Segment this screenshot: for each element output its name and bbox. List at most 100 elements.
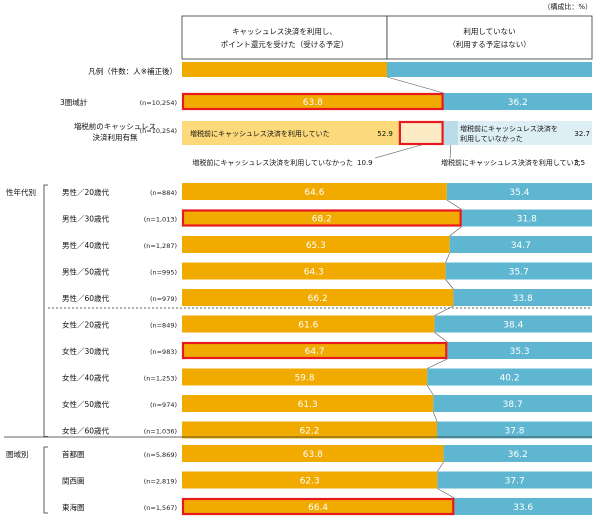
group-2-row-3-bar-series-2: [454, 498, 592, 515]
group-1-row-5-n: (n=979): [150, 295, 177, 303]
group-2-bracket: [43, 446, 48, 514]
group-1-row-7-highlight-box: [181, 341, 448, 360]
group-1-row-6-value-series-1: 61.6: [298, 321, 318, 331]
group-1-row-8-label: 女性／40歳代: [62, 373, 110, 383]
group-2-row-1-value-series-1: 63.8: [303, 450, 323, 460]
group-1-row-1-n: (n=884): [150, 189, 177, 197]
group-1-row-1-value-series-1: 64.6: [304, 188, 324, 198]
group-1-row-5-label: 男性／60歳代: [62, 293, 110, 303]
prior-segment-3: [457, 121, 592, 145]
header-series-2-line1: 利用していない: [463, 26, 515, 36]
connector-group-1-row-10: [433, 411, 438, 422]
connector-group-1-row-8: [427, 358, 448, 369]
group-1-row-10-n: (n=1,036): [144, 428, 177, 436]
group-1-row-3-n: (n=1,287): [144, 242, 177, 250]
group-1-row-5-bar-series-2: [453, 289, 592, 306]
header-box-series-1: [181, 15, 388, 60]
group-1-row-10-value-series-2: 37.8: [504, 427, 524, 437]
group-2-row-2-bar-series-2: [437, 471, 592, 489]
group-2-row-3-value-series-2: 33.6: [513, 503, 533, 513]
group-1-row-6-value-series-2: 38.4: [503, 321, 523, 331]
group-1-row-9-n: (n=974): [150, 401, 177, 409]
group-1-title: 性年代別: [6, 187, 36, 197]
group-1-row-2-bar-series-2: [461, 209, 592, 227]
prior-row-n: (n=10,254): [140, 127, 177, 135]
connector-group-2-row-3: [437, 488, 455, 499]
group-1-row-8-value-series-2: 40.2: [500, 374, 520, 384]
group-1-row-5-value-series-2: 33.8: [513, 294, 533, 304]
connector-group-1-row-7: [434, 332, 448, 343]
group-1-row-10-bar-series-2: [437, 421, 592, 439]
prior-segment-1-label: 増税前にキャッシュレス決済を利用していた: [190, 129, 330, 138]
group-2-row-3-highlight-box: [181, 497, 455, 516]
group-1-row-7-bar-series-2: [447, 342, 592, 359]
group-2-row-1-n: (n=5,869): [144, 451, 177, 459]
prior-segment-4: [443, 121, 458, 145]
header-series-1-line2: ポイント還元を受けた（受ける予定）: [221, 39, 349, 49]
group-2-row-2-label: 関西圏: [62, 477, 85, 486]
group-1-row-8-n: (n=1,253): [144, 375, 177, 383]
group-1-row-3-bar-series-1: [182, 236, 450, 253]
group-1-row-7-n: (n=983): [150, 348, 177, 356]
prior-segment-1: [182, 121, 399, 145]
group-1-row-2-bar-series-1: [182, 209, 462, 227]
group-2-row-2-value-series-2: 37.7: [505, 477, 525, 487]
group-1-row-8-bar-series-2: [427, 368, 592, 386]
group-1-row-2-value-series-2: 31.8: [517, 215, 537, 225]
group-1-row-9-bar-series-2: [433, 395, 592, 412]
group-1-row-1-bar-series-2: [446, 183, 592, 200]
group-1-row-7-label: 女性／30歳代: [62, 346, 110, 356]
connector-legend-total: [386, 76, 444, 94]
group-1-row-6-bar-series-1: [182, 315, 435, 333]
group-1-row-5-bar-series-1: [182, 289, 454, 306]
group-1-row-4-n: (n=995): [150, 269, 177, 277]
group-1-row-8-value-series-1: 59.8: [295, 374, 315, 384]
prior-segment-2-highlight-box: [398, 120, 444, 146]
connector-group-1-row-3: [449, 226, 462, 237]
group-1-row-7-value-series-1: 64.7: [305, 347, 325, 357]
total-row-label: 3圏域計: [60, 97, 88, 107]
legend-swatch-series-1: [182, 62, 387, 77]
group-2-row-3-label: 東海圏: [62, 502, 85, 512]
group-1-row-10-label: 女性／60歳代: [62, 426, 110, 436]
group-2-row-2-bar-series-1: [182, 471, 438, 489]
total-row-value-series-2: 36.2: [508, 98, 528, 108]
prior-segment-4-value: 3.5: [574, 159, 585, 167]
group-2-row-1-value-series-2: 36.2: [508, 450, 528, 460]
unit-note: （構成比：%）: [543, 2, 592, 11]
group-1-row-2-value-series-1: 68.2: [312, 215, 332, 225]
group-1-row-4-value-series-1: 64.3: [304, 268, 324, 278]
group-1-row-6-bar-series-2: [434, 315, 592, 333]
prior-segment-2: [398, 121, 444, 145]
prior-segment-2-value: 10.9: [357, 159, 373, 167]
group-1-row-6-n: (n=849): [150, 322, 177, 330]
group-1-row-3-value-series-2: 34.7: [511, 241, 531, 251]
legend-title: 凡例（件数：人※補正後）: [88, 66, 177, 76]
prior-segment-3-label-line1: 増税前にキャッシュレス決済を: [460, 124, 558, 133]
group-2-row-1-bar-series-2: [443, 445, 592, 462]
prior-segment-3-label-line2: 利用していなかった: [460, 134, 523, 143]
connector-group-1-row-4: [445, 252, 451, 263]
connector-prior-segment-2: [374, 144, 422, 159]
group-2-row-1-bar-series-1: [182, 445, 444, 462]
group-1-row-3-label: 男性／40歳代: [62, 240, 110, 250]
connector-group-2-row-2: [437, 461, 444, 472]
group-1-row-1-bar-series-1: [182, 183, 447, 200]
prior-segment-1-value: 52.9: [377, 130, 393, 138]
group-1-row-5-value-series-1: 66.2: [308, 294, 328, 304]
group-2-row-2-value-series-1: 62.3: [300, 477, 320, 487]
group-2-row-2-n: (n=2,819): [144, 478, 177, 486]
group-1-row-4-bar-series-1: [182, 262, 446, 280]
group-1-row-2-label: 男性／30歳代: [62, 214, 110, 224]
total-row-value-series-1: 63.8: [303, 98, 323, 108]
connector-group-1-row-2: [446, 199, 462, 210]
group-2-row-1-label: 首都圏: [62, 449, 85, 459]
legend-swatch-series-2: [387, 62, 592, 77]
connector-group-1-row-9: [426, 385, 434, 396]
group-1-row-4-bar-series-2: [445, 262, 592, 280]
group-1-row-7-value-series-2: 35.3: [510, 347, 530, 357]
prior-segment-2-label: 増税前にキャッシュレス決済を利用していなかった: [192, 158, 353, 167]
group-1-row-9-label: 女性／50歳代: [62, 399, 110, 409]
group-1-row-3-value-series-1: 65.3: [306, 241, 326, 251]
group-1-row-9-bar-series-1: [182, 395, 434, 412]
